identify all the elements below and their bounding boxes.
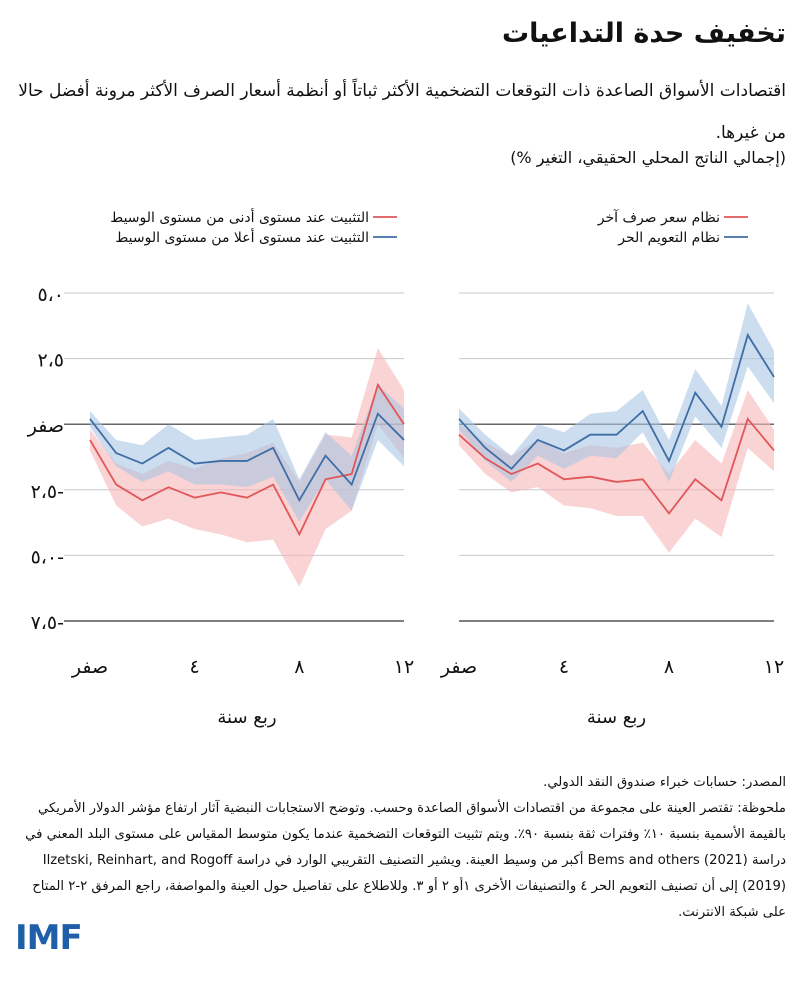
series-line-red (458, 417, 775, 515)
y-tick-label: صفر (27, 415, 64, 437)
y-tick-label: ٢،٥- (31, 481, 64, 503)
series-line-blue (458, 332, 775, 471)
chart-title: تخفيف حدة التداعيات (501, 18, 786, 49)
y-tick-label: ٥،٠ (37, 284, 64, 306)
confidence-band-red (459, 390, 774, 553)
y-tick-label: ٥،٠- (31, 546, 64, 568)
source-note: المصدر: حسابات خبراء صندوق النقد الدولي. (543, 775, 786, 790)
legend-label: التثبيت عند مستوى أدنى من مستوى الوسيط (110, 208, 369, 226)
y-tick-label: ٢،٥ (37, 350, 64, 372)
series-line-blue (89, 412, 405, 503)
x-tick-label: صفر (440, 656, 477, 678)
imf-logo: IMF (15, 918, 83, 958)
method-note: ملحوظة: تقتصر العينة على مجموعة من اقتصا… (25, 801, 786, 920)
panel-right: صفر ٤ ٨ ١٢ ربع سنة نظام سعر صرف آخر نظام التعو… (440, 209, 784, 728)
x-tick-label: صفر (71, 656, 108, 678)
x-tick-label: ٨ (664, 656, 674, 678)
chart-subtitle: اقتصادات الأسواق الصاعدة ذات التوقعات ال… (18, 81, 786, 143)
x-tick-label: ١٢ (394, 656, 414, 678)
x-axis-title: ربع سنة (217, 707, 276, 728)
x-tick-label: ١٢ (764, 656, 784, 678)
x-tick-label: ٤ (190, 656, 200, 678)
notes: المصدر: حسابات خبراء صندوق النقد الدولي.… (11, 770, 786, 926)
x-tick-label: ٤ (559, 656, 569, 678)
legend-label: التثبيت عند مستوى أعلا من مستوى الوسيط (115, 228, 369, 246)
unit-label: (إجمالي الناتج المحلي الحقيقي، التغير %) (510, 148, 786, 167)
confidence-band-blue (459, 303, 774, 482)
y-tick-label: ٧،٥- (31, 612, 64, 634)
x-tick-label: ٨ (294, 656, 304, 678)
legend-label: نظام التعويم الحر (617, 230, 720, 246)
confidence-band-blue (90, 384, 404, 522)
chart-area: ٥،٠ ٢،٥ صفر ٢،٥- ٥،٠- ٧،٥- صفر ٤ ٨ ١٢ ربع سنة التثب… (27, 208, 784, 728)
legend-label: نظام سعر صرف آخر (597, 209, 720, 226)
x-axis-title: ربع سنة (587, 707, 646, 728)
series-line-red (89, 382, 405, 537)
panel-left: ٥،٠ ٢،٥ صفر ٢،٥- ٥،٠- ٧،٥- صفر ٤ ٨ ١٢ ربع سنة التثب… (27, 208, 414, 728)
